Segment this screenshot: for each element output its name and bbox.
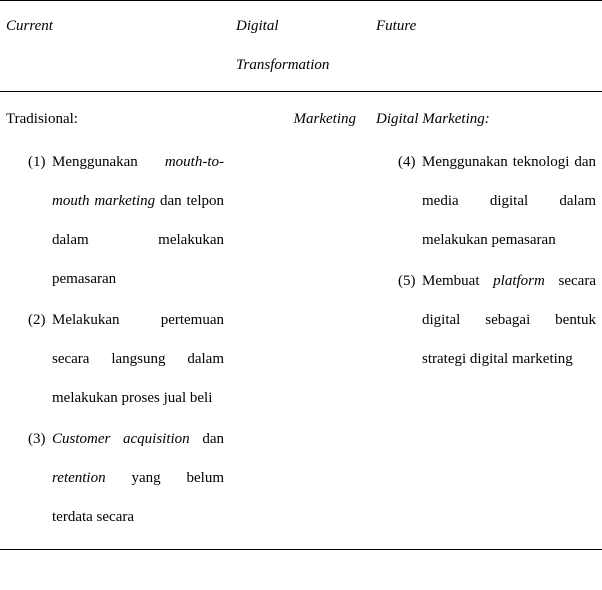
- list-item-number: (3): [28, 420, 52, 459]
- label-marketing: Marketing: [236, 100, 364, 139]
- subheading-tradisional: Tradisional:: [6, 100, 224, 139]
- list-current: (1)Menggunakan mouth-to-mouth marketing …: [6, 143, 224, 537]
- list-future: (4)Menggunakan teknologi dan media digit…: [376, 143, 596, 379]
- table-body-row: Tradisional: (1)Menggunakan mouth-to-mou…: [0, 92, 602, 550]
- comparison-table: Current Digital Transformation Future Tr…: [0, 0, 602, 550]
- subheading-digital-marketing: Digital Marketing:: [376, 100, 596, 139]
- list-item-number: (2): [28, 301, 52, 340]
- header-current: Current: [0, 1, 230, 92]
- header-dt-line2: Transformation: [236, 46, 364, 85]
- list-item: (2)Melakukan pertemuan secara langsung d…: [28, 301, 224, 418]
- list-item: (1)Menggunakan mouth-to-mouth marketing …: [28, 143, 224, 299]
- list-item-text: Melakukan pertemuan secara langsung dala…: [52, 301, 224, 418]
- list-item-text: Menggunakan teknologi dan media digital …: [422, 143, 596, 260]
- header-future: Future: [370, 1, 602, 92]
- table-header-row: Current Digital Transformation Future: [0, 1, 602, 92]
- cell-current: Tradisional: (1)Menggunakan mouth-to-mou…: [0, 92, 230, 550]
- list-item-number: (1): [28, 143, 52, 182]
- list-item: (4)Menggunakan teknologi dan media digit…: [398, 143, 596, 260]
- header-dt-line1: Digital: [236, 7, 364, 46]
- list-item: (5)Membuat platform secara digital sebag…: [398, 262, 596, 379]
- list-item-number: (4): [398, 143, 422, 182]
- header-digital-transformation: Digital Transformation: [230, 1, 370, 92]
- cell-transformation: Marketing: [230, 92, 370, 550]
- list-item-text: Menggunakan mouth-to-mouth marketing dan…: [52, 143, 224, 299]
- list-item-number: (5): [398, 262, 422, 301]
- cell-future: Digital Marketing: (4)Menggunakan teknol…: [370, 92, 602, 550]
- list-item: (3)Customer acquisition dan retention ya…: [28, 420, 224, 537]
- list-item-text: Customer acquisition dan retention yang …: [52, 420, 224, 537]
- list-item-text: Membuat platform secara digital sebagai …: [422, 262, 596, 379]
